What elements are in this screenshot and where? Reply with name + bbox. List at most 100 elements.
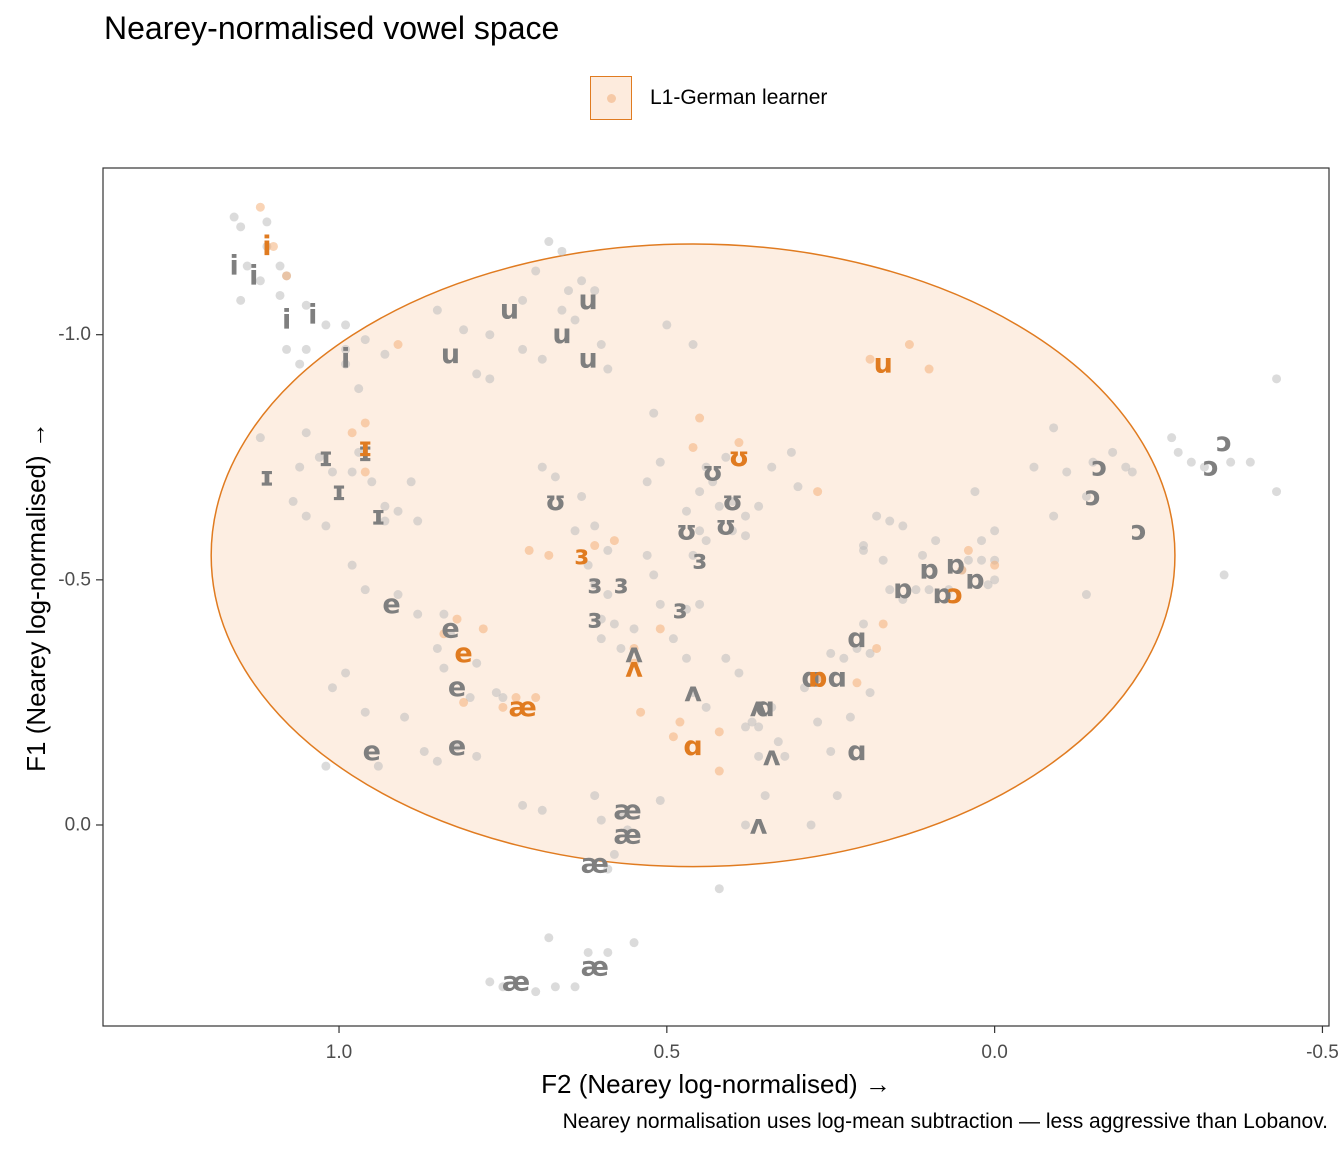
reference-point: [275, 261, 285, 271]
x-tick-label: -0.5: [1306, 1042, 1339, 1063]
reference-point: [465, 693, 475, 703]
reference-point: [721, 653, 731, 663]
reference-point: [262, 217, 272, 227]
reference-point: [655, 599, 665, 609]
reference-point: [544, 933, 554, 943]
reference-point: [780, 751, 790, 761]
reference-point: [537, 354, 547, 364]
learner-point: [459, 697, 469, 707]
reference-vowel-label: e: [441, 613, 459, 644]
reference-vowel-label: æ: [581, 849, 609, 880]
reference-point: [354, 384, 364, 394]
reference-point: [518, 344, 528, 354]
reference-point: [773, 737, 783, 747]
learner-point: [865, 354, 875, 364]
learner-point: [734, 438, 744, 448]
reference-point: [616, 810, 626, 820]
reference-point: [754, 722, 764, 732]
reference-point: [413, 516, 423, 526]
learner-point: [655, 624, 665, 634]
caption: Nearey normalisation uses log-mean subtr…: [562, 1110, 1328, 1133]
reference-point: [295, 359, 305, 369]
reference-vowel-label: u: [441, 339, 460, 370]
reference-point: [583, 560, 593, 570]
learner-point: [688, 442, 698, 452]
reference-point: [832, 791, 842, 801]
reference-point: [321, 320, 331, 330]
reference-point: [885, 516, 895, 526]
reference-vowel-label: ɑ: [828, 662, 847, 693]
reference-vowel-label: e: [382, 589, 400, 620]
reference-point: [1226, 457, 1236, 467]
reference-point: [288, 496, 298, 506]
reference-point: [236, 295, 246, 305]
reference-point: [360, 585, 370, 595]
reference-point: [721, 452, 731, 462]
reference-point: [341, 344, 351, 354]
reference-vowel-label: ɔ: [1092, 452, 1108, 483]
x-axis-title: F2 (Nearey log-normalised) →: [541, 1069, 891, 1099]
reference-point: [629, 624, 639, 634]
reference-point: [596, 614, 606, 624]
reference-point: [865, 648, 875, 658]
reference-point: [229, 212, 239, 222]
reference-point: [367, 477, 377, 487]
reference-vowel-label: ʌ: [750, 692, 768, 723]
x-tick-label: 1.0: [326, 1042, 352, 1063]
reference-point: [944, 585, 954, 595]
learner-point: [636, 707, 646, 717]
reference-point: [452, 742, 462, 752]
reference-point: [570, 982, 580, 992]
reference-vowel-label: ɒ: [965, 564, 984, 595]
reference-point: [275, 290, 285, 300]
reference-point: [531, 266, 541, 276]
reference-point: [754, 501, 764, 511]
reference-point: [642, 550, 652, 560]
reference-point: [485, 330, 495, 340]
reference-vowel-label: ɜ: [587, 569, 602, 600]
reference-vowel-label: ɑ: [801, 662, 820, 693]
reference-point: [688, 550, 698, 560]
reference-point: [531, 987, 541, 997]
x-tick-label: 0.5: [654, 1042, 680, 1063]
reference-vowel-label: ɪ: [319, 442, 334, 473]
reference-vowel-label: i: [341, 344, 350, 375]
reference-point: [970, 487, 980, 497]
reference-point: [557, 246, 567, 256]
reference-point: [321, 761, 331, 771]
learner-point: [393, 340, 403, 350]
reference-point: [341, 359, 351, 369]
reference-point: [655, 795, 665, 805]
reference-point: [1186, 457, 1196, 467]
reference-vowel-label: ɒ: [919, 555, 938, 586]
reference-point: [701, 536, 711, 546]
learner-point: [439, 629, 449, 639]
reference-point: [327, 467, 337, 477]
learner-point: [360, 467, 370, 477]
reference-point: [1272, 374, 1282, 384]
learner-point: [478, 624, 488, 634]
reference-point: [911, 585, 921, 595]
reference-vowel-label: ɔ: [1216, 427, 1232, 458]
y-tick-label: 0.0: [65, 814, 91, 835]
legend-dot: [607, 94, 616, 103]
reference-point: [603, 545, 613, 555]
reference-point: [563, 286, 573, 296]
reference-point: [327, 683, 337, 693]
reference-vowel-label: ɒ: [933, 579, 952, 610]
panel-border: [102, 167, 1330, 1027]
reference-point: [472, 751, 482, 761]
reference-point: [550, 982, 560, 992]
reference-point: [590, 521, 600, 531]
learner-point: [904, 340, 914, 350]
reference-point: [990, 526, 1000, 536]
reference-point: [714, 501, 724, 511]
reference-point: [432, 756, 442, 766]
reference-point: [282, 344, 292, 354]
reference-point: [760, 791, 770, 801]
reference-point: [1127, 467, 1137, 477]
reference-point: [360, 707, 370, 717]
reference-point: [1245, 457, 1255, 467]
reference-point: [1167, 433, 1177, 443]
reference-vowel-label: u: [579, 285, 598, 316]
